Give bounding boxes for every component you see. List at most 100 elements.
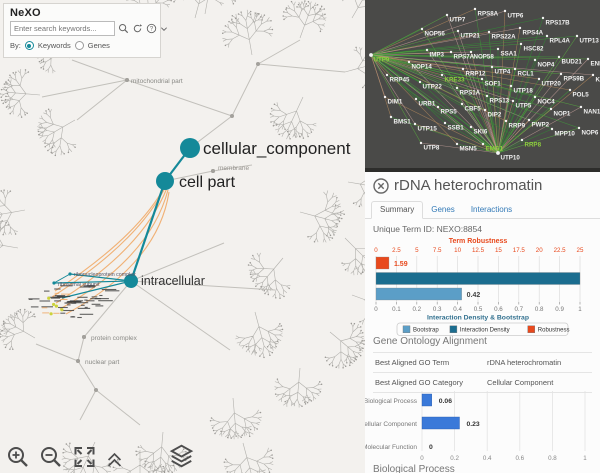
gene-network-panel[interactable]: UTP9 UTP7 RPS8A UTP6 RPS17B NOP56 UTP21 RPS22A R… — [365, 0, 600, 172]
gene-node-utp18[interactable]: UTP18 — [514, 88, 534, 95]
gene-node-rps17b[interactable]: RPS17B — [546, 20, 571, 27]
gene-node-rps4a[interactable]: RPS4A — [523, 30, 544, 37]
gene-node-rrp45[interactable]: RRP45 — [390, 77, 411, 84]
gene-node-utp13[interactable]: UTP13 — [580, 38, 600, 45]
gene-node-utp21[interactable]: UTP21 — [461, 33, 481, 40]
node-label-ribosomal-subunit[interactable]: ribosomal subunit — [58, 282, 100, 288]
gene-node-cbf5[interactable]: CBF5 — [465, 106, 482, 113]
radio-genes-label: Genes — [87, 41, 110, 50]
ontology-graph-canvas[interactable]: mitochondrial part cellular_componentcell… — [0, 0, 365, 473]
term-detail-panel: rDNA heterochromatin Summary Genes Inter… — [365, 172, 600, 473]
gene-node-bms1[interactable]: BMS1 — [394, 119, 412, 126]
tab-genes[interactable]: Genes — [431, 205, 455, 214]
gene-node-pol5[interactable]: POL5 — [573, 92, 590, 99]
gene-node-rcl1[interactable]: RCL1 — [518, 71, 535, 78]
help-icon[interactable]: ? — [146, 23, 157, 34]
refresh-icon[interactable] — [132, 23, 143, 34]
gene-node-utp7[interactable]: UTP7 — [450, 17, 466, 24]
gene-node-dim1[interactable]: DIM1 — [388, 99, 403, 106]
gene-node-rrp8[interactable]: RRP8 — [525, 142, 542, 149]
gene-node-rps5[interactable]: RPS5 — [441, 109, 458, 116]
gene-node-rrp12[interactable]: RRP12 — [466, 71, 487, 78]
gene-node-hsc82[interactable]: HSC82 — [524, 46, 545, 53]
node-label-intracellular[interactable]: intracellular — [141, 274, 205, 288]
gene-node-utp20[interactable]: UTP20 — [542, 81, 562, 88]
svg-text:1.59: 1.59 — [394, 261, 408, 268]
node-label-mitochondrial-part[interactable]: mitochondrial part — [131, 78, 183, 85]
detail-tabs: Summary Genes Interactions — [365, 201, 600, 219]
gene-node-urb1[interactable]: URB1 — [419, 101, 436, 108]
gene-node-ski6[interactable]: SKI6 — [474, 129, 488, 136]
radio-genes[interactable] — [74, 41, 84, 50]
gene-network-canvas[interactable]: UTP9 UTP7 RPS8A UTP6 RPS17B NOP56 UTP21 RPS22A R… — [365, 0, 600, 172]
gene-node-rps8a[interactable]: RPS8A — [478, 11, 499, 18]
gene-node-rpl4a[interactable]: RPL4A — [550, 38, 571, 45]
gene-node-nop58[interactable]: NOP58 — [474, 54, 495, 61]
node-label-nuclear-part[interactable]: nuclear part — [85, 359, 120, 366]
svg-text:12.5: 12.5 — [472, 247, 485, 254]
gene-node-pwp2[interactable]: PWP2 — [532, 122, 550, 129]
gene-node-nop14[interactable]: NOP14 — [412, 64, 433, 71]
search-icon[interactable] — [118, 23, 129, 34]
gene-node-ssb1[interactable]: SSB1 — [448, 125, 465, 132]
layers-button[interactable] — [168, 443, 195, 469]
gene-node-nop56[interactable]: NOP56 — [425, 31, 446, 38]
node-label-membrane[interactable]: membrane — [218, 165, 249, 172]
gene-node-kri1[interactable]: KRI1 — [596, 77, 600, 84]
gene-node-utp8[interactable]: UTP8 — [424, 145, 440, 152]
gene-node-msn5[interactable]: MSN5 — [460, 146, 478, 153]
gene-node-nop6[interactable]: NOP6 — [582, 130, 599, 137]
gene-node-rrp9[interactable]: RRP9 — [509, 123, 526, 130]
gene-node-nop4[interactable]: NOP4 — [538, 62, 555, 69]
gene-node-noc4[interactable]: NOC4 — [538, 99, 556, 106]
gene-node-kre33[interactable]: KRE33 — [445, 77, 466, 84]
node-label-ribonucleoprotein-complex[interactable]: ribonucleoprotein complex — [74, 272, 136, 278]
gene-node-utp6[interactable]: UTP6 — [508, 13, 524, 20]
svg-text:2.5: 2.5 — [392, 247, 401, 254]
gene-node-nop1[interactable]: NOP1 — [554, 111, 571, 118]
bar-bootstrap — [375, 287, 462, 301]
gene-node-ssa1[interactable]: SSA1 — [501, 51, 518, 58]
tab-summary[interactable]: Summary — [371, 201, 424, 219]
gene-node-sof1[interactable]: SOF1 — [485, 81, 502, 88]
radio-keywords[interactable] — [24, 41, 34, 50]
fit-to-screen-button[interactable] — [72, 445, 97, 469]
node-label-protein-complex[interactable]: protein complex — [91, 335, 138, 342]
gene-node-rps22a[interactable]: RPS22A — [492, 34, 517, 41]
gene-node-dip2[interactable]: DIP2 — [488, 112, 502, 119]
svg-text:0.6: 0.6 — [494, 306, 503, 313]
zoom-out-button[interactable] — [39, 445, 63, 469]
go-category-value: Cellular Component — [487, 378, 554, 387]
app-title: NeXO — [10, 7, 41, 19]
gene-node-utp5[interactable]: UTP5 — [516, 103, 532, 110]
close-icon[interactable] — [373, 177, 389, 194]
svg-text:0: 0 — [429, 444, 433, 451]
gene-node-rps9b[interactable]: RPS9B — [564, 76, 585, 83]
search-input[interactable] — [10, 21, 115, 36]
gene-node-enp1[interactable]: ENP1 — [591, 61, 600, 68]
gene-node-imp3[interactable]: IMP3 — [430, 52, 445, 59]
chevron-down-icon[interactable] — [160, 25, 168, 33]
node-label-cellular-component[interactable]: cellular_component — [203, 139, 351, 158]
node-label-cell-part[interactable]: cell part — [179, 174, 236, 191]
gene-node-utp22[interactable]: UTP22 — [423, 84, 443, 91]
gene-node-utp10[interactable]: UTP10 — [501, 155, 521, 162]
gene-node-utp4[interactable]: UTP4 — [495, 69, 511, 76]
gene-node-rps13[interactable]: RPS13 — [490, 98, 510, 105]
bar-biological-process — [421, 393, 432, 407]
svg-text:Term Robustness: Term Robustness — [449, 238, 508, 245]
zoom-in-button[interactable] — [6, 445, 30, 469]
svg-text:0.4: 0.4 — [453, 306, 462, 313]
tab-interactions[interactable]: Interactions — [470, 205, 513, 214]
gene-node-mpp10[interactable]: MPP10 — [555, 131, 576, 138]
gene-node-rps7a[interactable]: RPS7A — [454, 54, 475, 61]
gene-node-rps1a[interactable]: RPS1A — [460, 90, 481, 97]
gene-node-bud21[interactable]: BUD21 — [562, 59, 583, 66]
collapse-all-button[interactable] — [106, 451, 123, 469]
gene-node-utp15[interactable]: UTP15 — [418, 126, 438, 133]
gene-node-emg1[interactable]: EMG1 — [486, 146, 504, 153]
gene-node-utp9[interactable]: UTP9 — [374, 57, 390, 64]
gene-node-nan1[interactable]: NAN1 — [584, 109, 600, 116]
svg-text:Interaction Density: Interaction Density — [460, 328, 510, 334]
